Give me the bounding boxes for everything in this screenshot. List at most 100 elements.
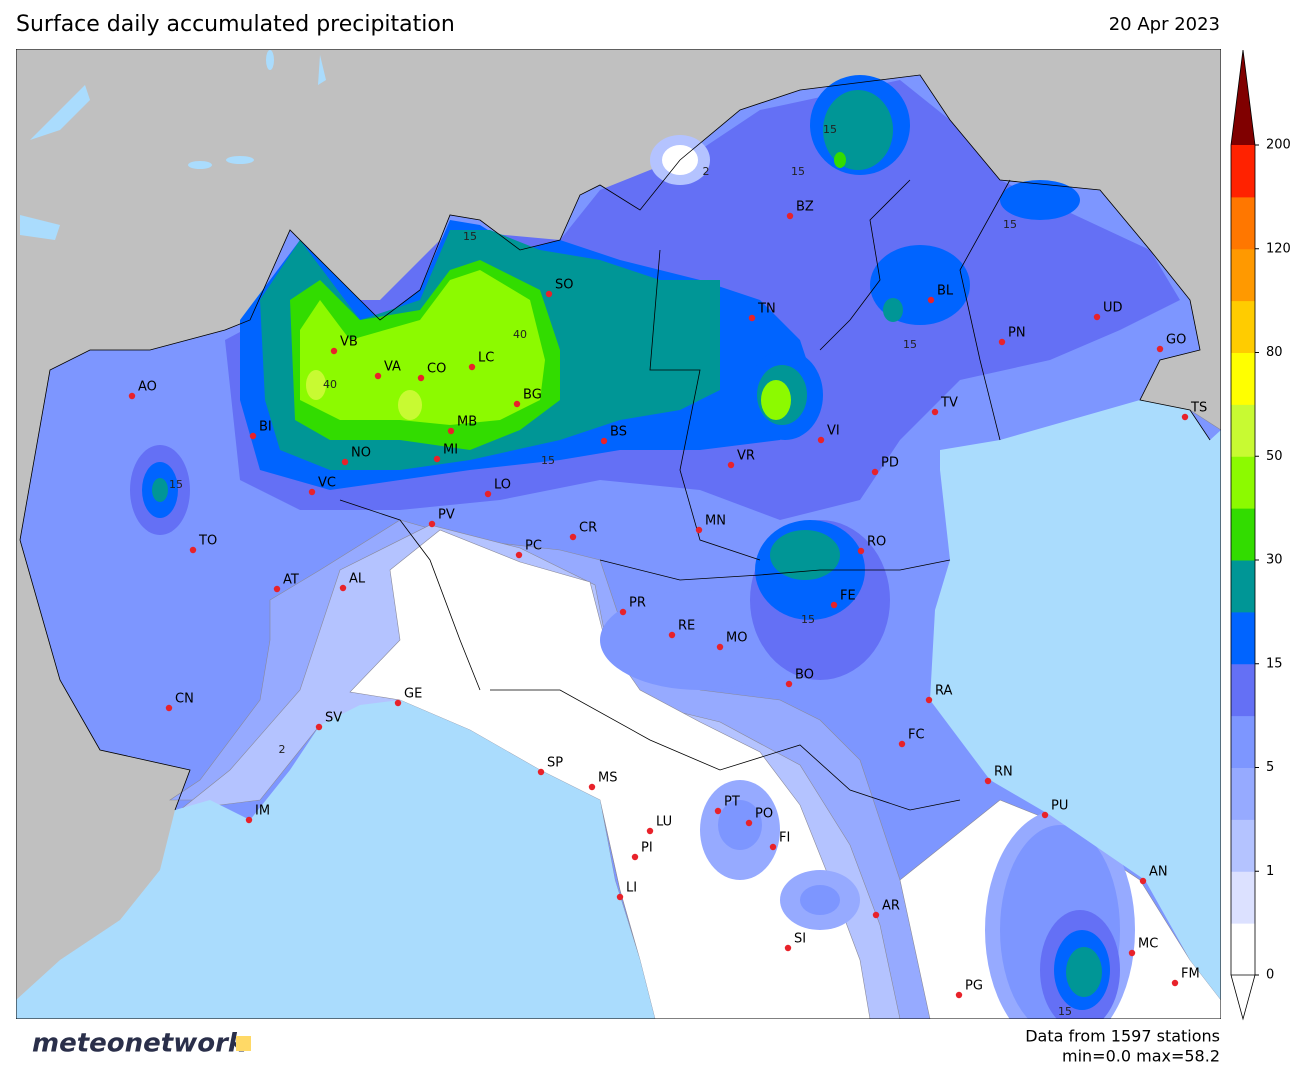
contour-label: 40 [513, 328, 527, 341]
station-dot [817, 436, 825, 444]
station-label: BZ [796, 200, 814, 215]
station-dot [1139, 877, 1147, 885]
station-dot [374, 372, 382, 380]
station-dot [484, 490, 492, 498]
station-label: MS [598, 771, 617, 786]
station-dot [857, 547, 865, 555]
station-label: AO [138, 380, 157, 395]
station-label: CN [175, 692, 194, 707]
station-label: AN [1149, 865, 1168, 880]
station-dot [428, 520, 436, 528]
precip-field [770, 530, 840, 580]
colorbar-outline [1230, 49, 1256, 975]
colorbar-over [1231, 50, 1255, 145]
colorbar-tick-label: 1 [1266, 864, 1274, 879]
station-dot [646, 827, 654, 835]
station-label: VC [318, 476, 336, 491]
station-label: BI [259, 420, 272, 435]
station-label: SV [325, 711, 342, 726]
colorbar-band [1231, 300, 1255, 353]
station-dot [1128, 949, 1136, 957]
station-label: MO [726, 631, 747, 646]
station-label: MC [1138, 937, 1158, 952]
precip-field [306, 370, 326, 400]
colorbar-band [1231, 923, 1255, 976]
contour-label: 15 [801, 613, 815, 626]
station-dot [785, 680, 793, 688]
station-dot [998, 338, 1006, 346]
map: AO VB VA CO LC SO BG MB MI BI NO VC LO BS BZ TN VR VI BL UD… [16, 49, 1221, 1019]
contour-label: 15 [1003, 218, 1017, 231]
contour-label: 2 [279, 743, 286, 756]
station-dot [871, 468, 879, 476]
station-label: UD [1103, 301, 1123, 316]
station-label: PD [881, 456, 899, 471]
station-label: TO [198, 534, 217, 549]
station-dot [249, 432, 257, 440]
station-dot [417, 374, 425, 382]
colorbar-band [1231, 196, 1255, 250]
colorbar-tick-label: 0 [1266, 968, 1274, 983]
station-label: LU [656, 815, 672, 830]
contour-label: 15 [1058, 1005, 1072, 1018]
precip-field [761, 380, 791, 420]
colorbar-band [1231, 456, 1255, 509]
contour-label: 15 [903, 338, 917, 351]
station-dot [925, 696, 933, 704]
station-label: TS [1190, 401, 1207, 416]
station-dot [984, 777, 992, 785]
station-label: VA [384, 360, 401, 375]
contour-label: 2 [703, 165, 710, 178]
station-label: SI [794, 932, 806, 947]
colorbar-tick-label: 80 [1266, 345, 1283, 360]
station-label: IM [255, 804, 270, 819]
station-dot [784, 944, 792, 952]
station-dot [545, 290, 553, 298]
station-dot [619, 608, 627, 616]
station-dot [714, 807, 722, 815]
colorbar-band [1231, 819, 1255, 872]
station-dot [600, 437, 608, 445]
precip-field [300, 270, 545, 425]
borders [19, 74, 1211, 811]
precip-field [600, 590, 800, 690]
station-dot [1041, 811, 1049, 819]
colorbar-band [1231, 767, 1255, 820]
colorbar-band [1231, 611, 1255, 665]
station-label: VI [827, 424, 840, 439]
station-label: MN [705, 514, 726, 529]
station-dot [716, 643, 724, 651]
station-dot [569, 533, 577, 541]
station-dot [927, 296, 935, 304]
station-dot [668, 631, 676, 639]
station-dot [830, 601, 838, 609]
station-dot [769, 843, 777, 851]
station-dot [128, 392, 136, 400]
station-dot [394, 699, 402, 707]
contour-label: 15 [169, 478, 183, 491]
station-label: PV [438, 508, 455, 523]
colorbar-band [1231, 404, 1255, 457]
station-label: VR [737, 449, 755, 464]
station-dot [748, 314, 756, 322]
station-label: CR [579, 521, 597, 536]
precip-field [823, 90, 893, 170]
station-dot [1171, 979, 1179, 987]
station-dot [513, 400, 521, 408]
station-dot [898, 740, 906, 748]
station-dot [537, 768, 545, 776]
station-label: VB [340, 335, 358, 350]
station-label: AR [882, 899, 900, 914]
station-dot [165, 704, 173, 712]
station-label: BO [795, 668, 814, 683]
precip-field [1066, 947, 1102, 997]
station-label: PI [641, 841, 653, 856]
colorbar-band [1231, 508, 1255, 561]
contour-label: 15 [791, 165, 805, 178]
precip-field [718, 800, 762, 850]
station-dot [341, 458, 349, 466]
colorbar-band [1231, 352, 1255, 405]
colorbar-tick-label: 120 [1266, 241, 1291, 256]
station-dot [1156, 345, 1164, 353]
